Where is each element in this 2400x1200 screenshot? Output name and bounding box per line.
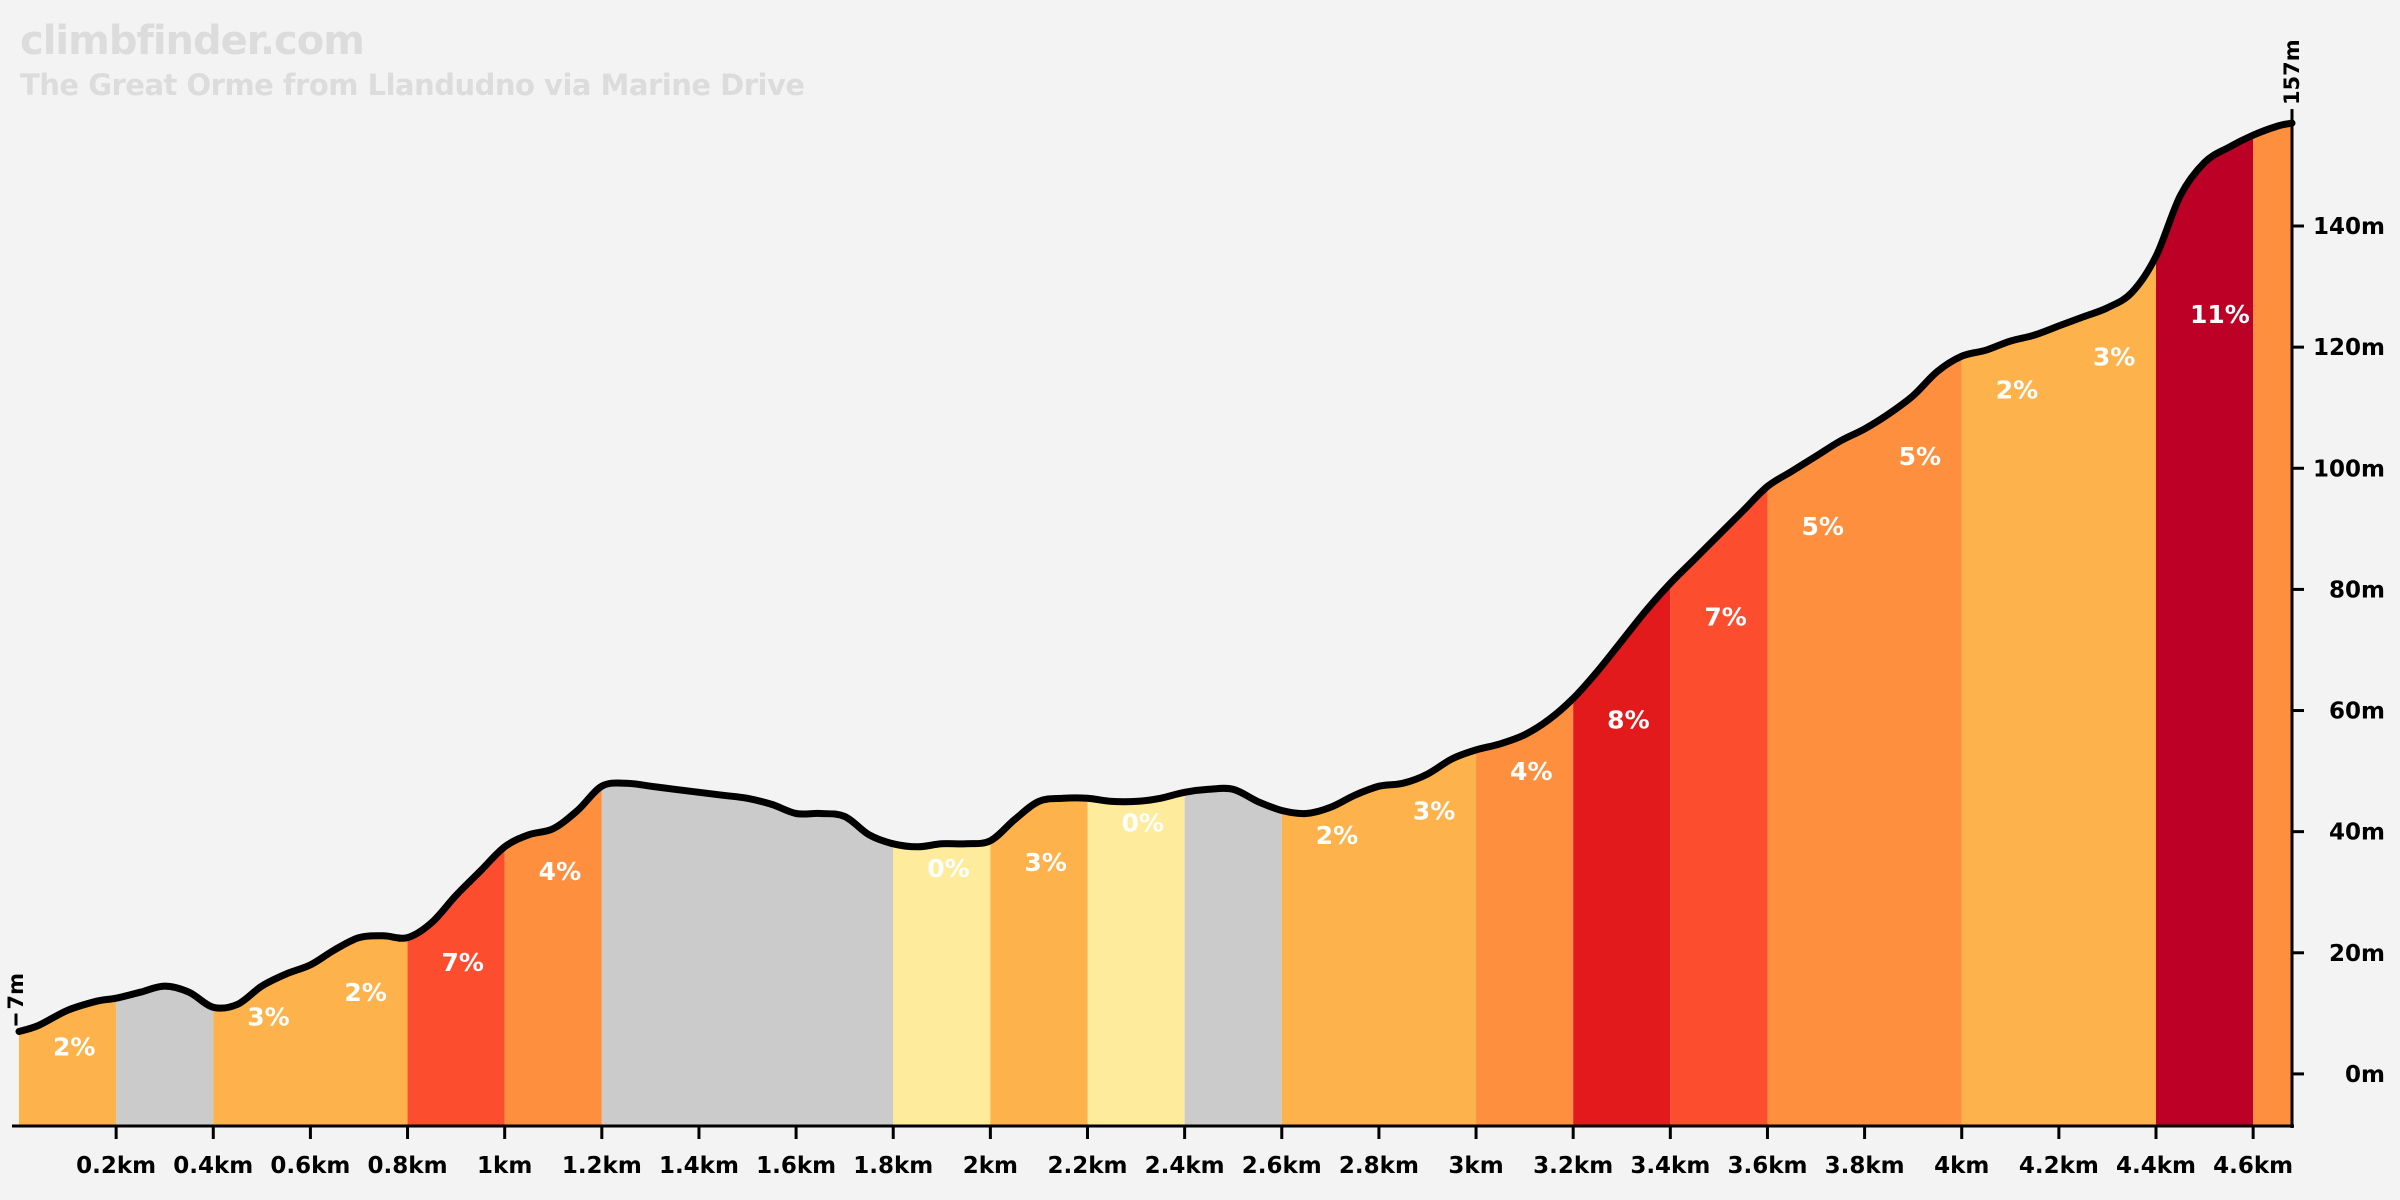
x-tick-label: 2km <box>963 1153 1018 1179</box>
grade-label: 4% <box>539 857 581 886</box>
x-tick-label: 0.4km <box>173 1153 253 1179</box>
grade-labels: 2% 3% 2% 7% 4% 0% 3% 0% 2% 3% 4% 8% 7% 5% 5% 2% 3% 11% <box>53 300 2250 1062</box>
grade-label: 3% <box>247 1002 289 1031</box>
grade-label: 8% <box>1607 706 1649 735</box>
segment-9 <box>1184 123 1282 1126</box>
y-tick-label: 140m <box>2313 214 2385 240</box>
segment-7 <box>990 123 1088 1126</box>
segment-14 <box>1767 123 1962 1126</box>
x-tick-label: 0.6km <box>270 1153 350 1179</box>
segment-16 <box>2156 123 2254 1126</box>
x-tick-label: 2.6km <box>1242 1153 1322 1179</box>
y-tick-label: 100m <box>2313 456 2385 482</box>
x-tick-label: 1.6km <box>756 1153 836 1179</box>
grade-label: 3% <box>1024 848 1066 877</box>
segment-6 <box>893 123 991 1126</box>
y-tick-label: 40m <box>2329 820 2385 846</box>
segment-15 <box>1961 123 2157 1126</box>
segment-4 <box>504 123 602 1126</box>
x-tick-label: 3.2km <box>1533 1153 1613 1179</box>
elevation-line <box>15 119 2296 1035</box>
segment-2 <box>213 123 408 1126</box>
x-tick-label: 2.8km <box>1339 1153 1419 1179</box>
x-tick-label: 3.4km <box>1630 1153 1710 1179</box>
x-tick-label: 3.8km <box>1825 1153 1905 1179</box>
x-tick-label: 4km <box>1934 1153 1989 1179</box>
start-elevation-label: 7m <box>4 973 28 1010</box>
y-tick-label: 20m <box>2329 941 2385 967</box>
grade-label: 0% <box>1122 809 1164 838</box>
grade-label: 4% <box>1510 757 1552 786</box>
brand-logo[interactable]: climbfinder.com <box>20 18 365 64</box>
y-tick-label: 60m <box>2329 699 2385 725</box>
x-tick-label: 4.2km <box>2019 1153 2099 1179</box>
grade-label: 5% <box>1899 442 1941 471</box>
x-tick-label: 1.2km <box>562 1153 642 1179</box>
y-tick-label: 80m <box>2329 577 2385 603</box>
grade-label: 11% <box>2190 300 2250 329</box>
grade-label: 2% <box>344 978 386 1007</box>
grade-label: 3% <box>1413 797 1455 826</box>
grade-label: 5% <box>1801 512 1843 541</box>
x-tick-label: 4.6km <box>2213 1153 2293 1179</box>
grade-label: 7% <box>1704 603 1746 632</box>
segment-12 <box>1573 123 1671 1126</box>
segment-0 <box>19 123 117 1126</box>
segment-8 <box>1087 123 1185 1126</box>
segment-5 <box>601 123 894 1126</box>
grade-label: 3% <box>2093 342 2135 371</box>
segment-10 <box>1281 123 1477 1126</box>
x-tick-label: 4.4km <box>2116 1153 2196 1179</box>
segment-11 <box>1476 123 1574 1126</box>
x-tick-label: 1.8km <box>853 1153 933 1179</box>
y-tick-label: 120m <box>2313 335 2385 361</box>
chart-title: The Great Orme from Llandudno via Marine… <box>20 68 805 102</box>
x-tick-label: 3.6km <box>1727 1153 1807 1179</box>
axes: 0.2km 0.4km 0.6km 0.8km 1km 1.2km 1.4km 1.6km 1.… <box>4 39 2385 1179</box>
y-tick-label: 0m <box>2345 1062 2385 1088</box>
x-tick-label: 0.2km <box>76 1153 156 1179</box>
gradient-segments <box>19 123 2292 1126</box>
grade-label: 7% <box>442 948 484 977</box>
x-tick-label: 1km <box>477 1153 532 1179</box>
x-tick-label: 0.8km <box>368 1153 448 1179</box>
segment-17 <box>2253 123 2292 1126</box>
grade-label: 2% <box>53 1033 95 1062</box>
segment-13 <box>1670 123 1768 1126</box>
grade-label: 2% <box>1316 821 1358 850</box>
x-tick-label: 2.4km <box>1145 1153 1225 1179</box>
grade-label: 0% <box>927 854 969 883</box>
segment-1 <box>116 123 214 1126</box>
end-elevation-label: 157m <box>2280 39 2304 105</box>
x-tick-label: 1.4km <box>659 1153 739 1179</box>
x-tick-label: 2.2km <box>1047 1153 1127 1179</box>
grade-label: 2% <box>1996 376 2038 405</box>
x-tick-label: 3km <box>1448 1153 1503 1179</box>
